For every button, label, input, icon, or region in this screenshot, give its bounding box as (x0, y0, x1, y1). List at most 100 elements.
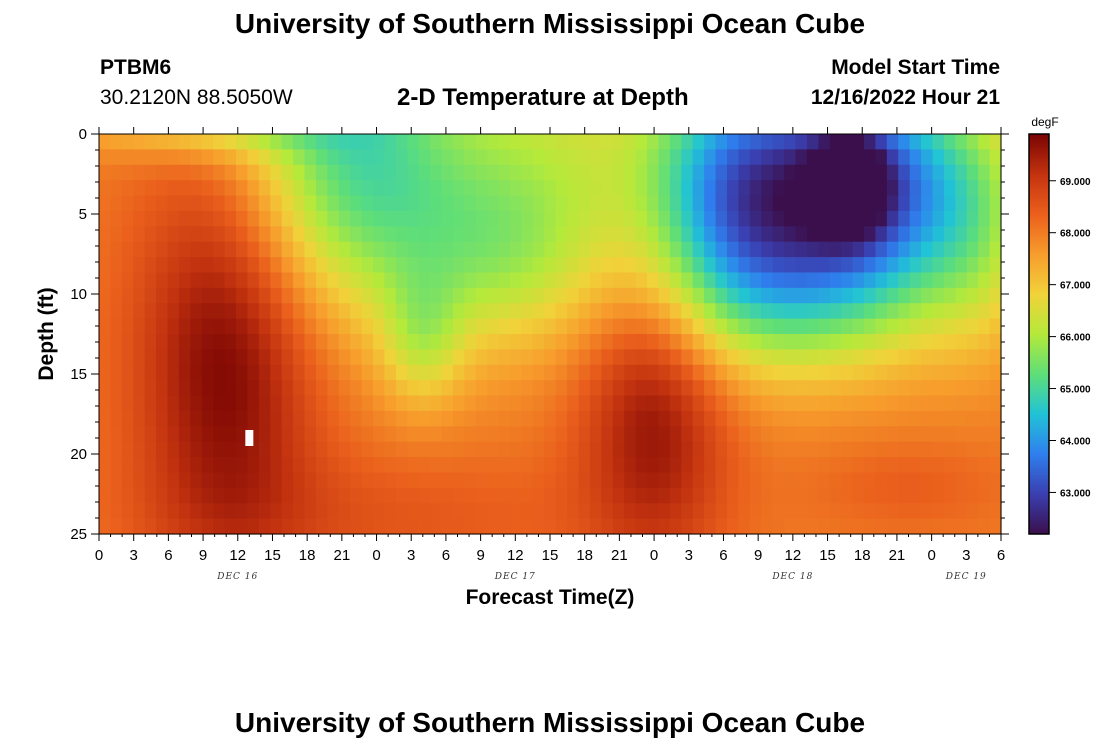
heatmap-cell (761, 210, 774, 227)
heatmap-cell (704, 364, 717, 381)
heatmap-cell (589, 287, 602, 304)
heatmap-cell (99, 518, 112, 535)
heatmap-cell (669, 334, 682, 350)
heatmap-cell (327, 457, 340, 474)
heatmap-cell (761, 195, 774, 212)
heatmap-cell (121, 380, 134, 397)
heatmap-cell (886, 334, 899, 350)
heatmap-cell (921, 134, 934, 150)
heatmap-cell (201, 149, 214, 166)
heatmap-cell (772, 503, 785, 520)
heatmap-cell (407, 349, 420, 366)
heatmap-cell (464, 164, 477, 181)
heatmap-cell (532, 395, 545, 412)
heatmap-cell (921, 426, 934, 443)
heatmap-cell (544, 210, 557, 227)
heatmap-cell (726, 426, 739, 443)
heatmap-cell (909, 241, 922, 258)
heatmap-cell (738, 226, 751, 243)
heatmap-cell (99, 134, 112, 150)
heatmap-cell (715, 287, 728, 304)
heatmap-cell (544, 241, 557, 258)
heatmap-cell (121, 426, 134, 443)
x-tick-label: 3 (130, 547, 138, 564)
heatmap-cell (110, 334, 123, 350)
heatmap-cell (715, 334, 728, 350)
heatmap-cell (384, 349, 397, 366)
heatmap-cell (144, 318, 157, 335)
heatmap-cell (669, 241, 682, 258)
heatmap-cell (156, 318, 169, 335)
heatmap-cell (510, 380, 523, 397)
heatmap-cell (430, 457, 443, 474)
heatmap-cell (886, 195, 899, 212)
heatmap-cell (338, 395, 351, 412)
heatmap-cell (201, 241, 214, 258)
heatmap-cell (784, 303, 797, 320)
heatmap-cell (258, 364, 271, 381)
heatmap-cell (715, 272, 728, 289)
heatmap-cell (315, 457, 328, 474)
heatmap-cell (167, 334, 180, 350)
heatmap-cell (144, 287, 157, 304)
heatmap-cell (898, 195, 911, 212)
heatmap-cell (281, 503, 294, 520)
heatmap-cell (270, 180, 283, 197)
heatmap-cell (989, 410, 1002, 427)
heatmap-cell (441, 410, 454, 427)
heatmap-cell (612, 364, 625, 381)
heatmap-cell (338, 472, 351, 489)
heatmap-cell (258, 472, 271, 489)
heatmap-cell (167, 441, 180, 458)
heatmap-cell (452, 134, 465, 150)
heatmap-cell (327, 226, 340, 243)
heatmap-cell (898, 487, 911, 504)
heatmap-cell (452, 287, 465, 304)
heatmap-cell (738, 149, 751, 166)
heatmap-cell (213, 410, 226, 427)
heatmap-cell (784, 334, 797, 350)
heatmap-cell (612, 349, 625, 366)
heatmap-cell (978, 257, 991, 274)
heatmap-cell (567, 349, 580, 366)
heatmap-cell (315, 134, 328, 150)
heatmap-cell (487, 472, 500, 489)
y-tick-label: 15 (70, 366, 87, 383)
heatmap-cell (110, 441, 123, 458)
heatmap-cell (281, 287, 294, 304)
heatmap-cell (555, 226, 568, 243)
heatmap-cell (247, 180, 260, 197)
heatmap-cell (487, 518, 500, 535)
heatmap-cell (133, 426, 146, 443)
heatmap-cell (247, 487, 260, 504)
heatmap-cell (692, 257, 705, 274)
heatmap-cell (350, 426, 363, 443)
heatmap-cell (510, 226, 523, 243)
heatmap-cell (989, 457, 1002, 474)
heatmap-cell (315, 318, 328, 335)
heatmap-cell (669, 349, 682, 366)
heatmap-cell (784, 287, 797, 304)
heatmap-cell (567, 149, 580, 166)
heatmap-cell (943, 364, 956, 381)
heatmap-cell (475, 364, 488, 381)
heatmap-cell (430, 241, 443, 258)
heatmap-cell (829, 272, 842, 289)
heatmap-cell (110, 241, 123, 258)
x-axis-ticks: 0 3 6 9 12 15 18 21 0 3 6 9 12 15 18 21 0 3 6 9 12 15 18 21 0 3 6 (95, 127, 1005, 564)
heatmap-cell (213, 487, 226, 504)
heatmap-cell (167, 349, 180, 366)
heatmap-cell (464, 487, 477, 504)
heatmap-cell (327, 318, 340, 335)
heatmap-cell (761, 241, 774, 258)
heatmap-cell (669, 180, 682, 197)
heatmap-cell (293, 441, 306, 458)
heatmap-cell (818, 349, 831, 366)
heatmap-cell (201, 287, 214, 304)
heatmap-cell (647, 410, 660, 427)
heatmap-cell (178, 410, 191, 427)
heatmap-cell (407, 149, 420, 166)
heatmap-cell (224, 457, 237, 474)
heatmap-cell (510, 410, 523, 427)
heatmap-cell (201, 195, 214, 212)
